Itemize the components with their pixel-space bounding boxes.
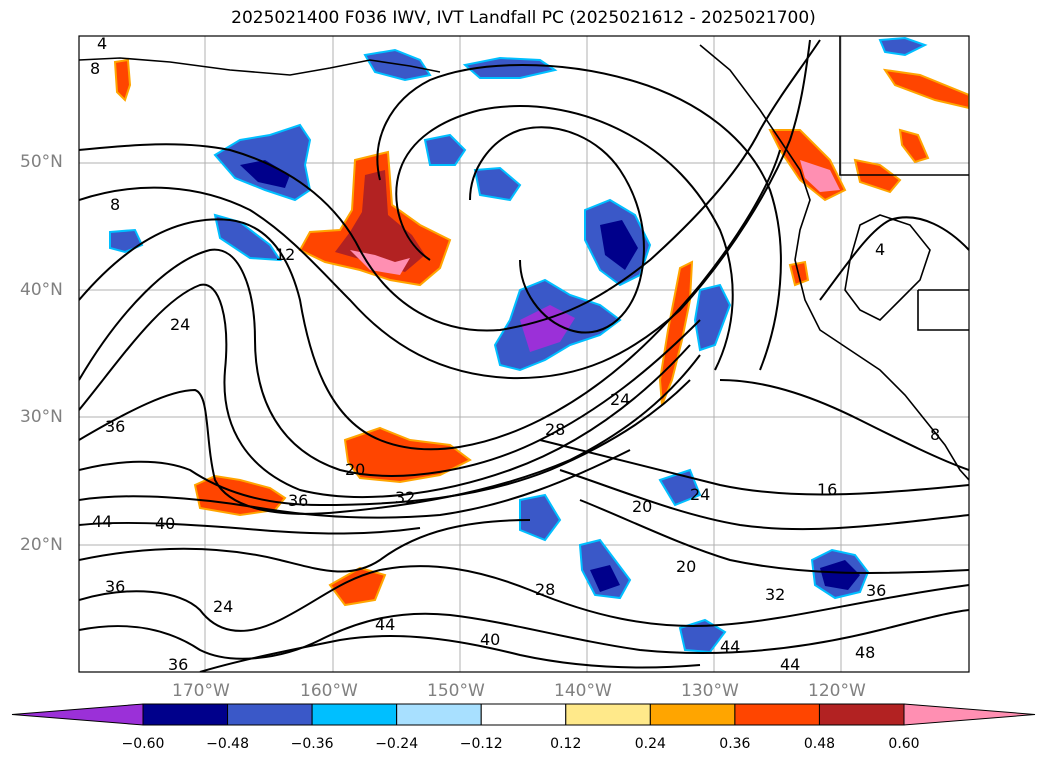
coastlines [79, 36, 969, 481]
contour-label: 36 [105, 577, 125, 596]
lon-label-130w: 130°W [681, 681, 739, 701]
colorbar-extend-low [11, 703, 144, 726]
colorbar-tick-label: −0.12 [459, 736, 503, 752]
map-title: 2025021400 F036 IWV, IVT Landfall PC (20… [231, 8, 816, 28]
contour-label: 24 [213, 597, 233, 616]
contour-label: 8 [930, 425, 940, 444]
contour-label: 40 [155, 514, 175, 533]
colorbar-segment [565, 703, 651, 726]
contour-label: 20 [676, 557, 696, 576]
colorbar-segment [734, 703, 820, 726]
lon-label-170w: 170°W [172, 681, 230, 701]
contour-label: 44 [92, 512, 112, 531]
colorbar-tick-label: 0.12 [550, 736, 582, 752]
contour-label: 8 [90, 59, 100, 78]
colorbar-segment [818, 703, 905, 726]
contour-label: 32 [395, 488, 415, 507]
contour-label: 44 [780, 655, 800, 674]
colorbar-tick-label: −0.60 [121, 736, 165, 752]
colorbar-tick-label: −0.48 [206, 736, 249, 752]
lat-label-40n: 40°N [20, 280, 63, 300]
lat-label-30n: 30°N [20, 407, 63, 427]
contour-label: 40 [480, 630, 500, 649]
lon-label-120w: 120°W [808, 681, 866, 701]
colorbar-segment [396, 703, 482, 726]
contour-label: 36 [168, 655, 188, 674]
contour-label: 12 [275, 245, 295, 264]
lon-label-140w: 140°W [554, 681, 612, 701]
contour-label: 44 [720, 637, 740, 656]
lat-label-20n: 20°N [20, 535, 63, 555]
colorbar-tick-label: 0.60 [888, 736, 920, 752]
colorbar-extend-high [903, 703, 1036, 726]
lon-label-150w: 150°W [427, 681, 485, 701]
contour-label: 36 [288, 491, 308, 510]
colorbar-segment [311, 703, 398, 726]
contour-label: 24 [690, 485, 710, 504]
contour-label: 20 [632, 497, 652, 516]
contour-label: 36 [866, 581, 886, 600]
contour-label: 48 [855, 643, 875, 662]
contour-label: 28 [545, 420, 565, 439]
contour-label: 24 [610, 390, 630, 409]
contour-label: 28 [535, 580, 555, 599]
colorbar-segment [142, 703, 229, 726]
colorbar-tick-label: 0.24 [634, 736, 666, 752]
colorbar-segment [649, 703, 736, 726]
colorbar-segment [480, 703, 567, 726]
colorbar [11, 703, 1036, 726]
contour-label: 16 [817, 480, 837, 499]
contour-label: 36 [105, 417, 125, 436]
contour-labels: 4 8 8 12 24 36 44 40 36 24 20 36 32 28 2… [90, 34, 940, 674]
contour-label: 20 [345, 460, 365, 479]
colorbar-tick-label: −0.24 [375, 736, 419, 752]
colorbar-segment [227, 703, 313, 726]
contour-label: 44 [375, 615, 395, 634]
colorbar-tick-label: 0.48 [803, 736, 836, 752]
map-frame [78, 35, 970, 673]
contour-label: 4 [875, 240, 885, 259]
contour-label: 32 [765, 585, 785, 604]
lon-label-160w: 160°W [300, 681, 358, 701]
contour-label: 4 [97, 34, 107, 53]
lat-label-50n: 50°N [20, 152, 63, 172]
contour-label: 24 [170, 315, 190, 334]
contour-lines [79, 39, 969, 672]
colorbar-tick-label: 0.36 [719, 736, 751, 752]
colorbar-tick-label: −0.36 [290, 736, 334, 752]
contour-label: 8 [110, 195, 120, 214]
